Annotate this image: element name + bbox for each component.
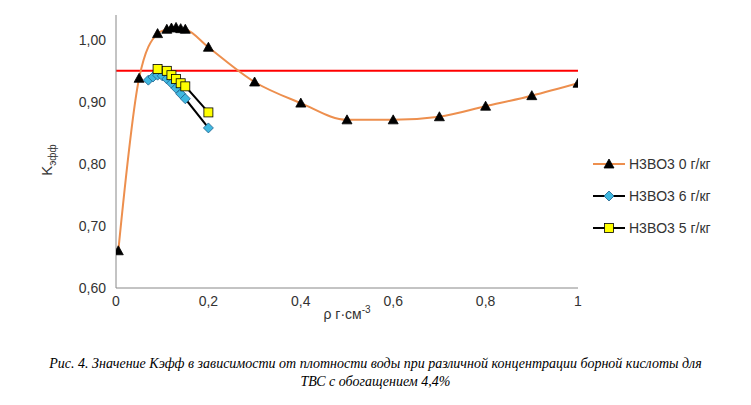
svg-text:0,8: 0,8 bbox=[476, 293, 496, 309]
html-text:эфф: эфф bbox=[47, 144, 58, 166]
html-text:H3BO3 6 г/кг: H3BO3 6 г/кг bbox=[629, 188, 711, 204]
html-text:H3BO3 0 г/кг: H3BO3 0 г/кг bbox=[629, 156, 711, 172]
svg-text:0: 0 bbox=[112, 293, 120, 309]
svg-text:0,70: 0,70 bbox=[79, 218, 106, 234]
html-text:H3BO3 5 г/кг: H3BO3 5 г/кг bbox=[629, 220, 711, 236]
svg-text:1: 1 bbox=[574, 293, 582, 309]
svg-text:1,00: 1,00 bbox=[79, 32, 106, 48]
svg-text:0,4: 0,4 bbox=[291, 293, 311, 309]
svg-text:0,90: 0,90 bbox=[79, 94, 106, 110]
html-text:ρ г·см-3: ρ г·см-3 bbox=[323, 304, 371, 322]
html-text:Рис. 4. Значение Kэфф в зависи: Рис. 4. Значение Kэфф в зависимости от п… bbox=[49, 356, 702, 389]
svg-text:0,80: 0,80 bbox=[79, 156, 106, 172]
svg-text:0,6: 0,6 bbox=[383, 293, 403, 309]
svg-text:0,2: 0,2 bbox=[199, 293, 219, 309]
html-text:K: K bbox=[38, 165, 55, 176]
svg-text:0,60: 0,60 bbox=[79, 280, 106, 296]
